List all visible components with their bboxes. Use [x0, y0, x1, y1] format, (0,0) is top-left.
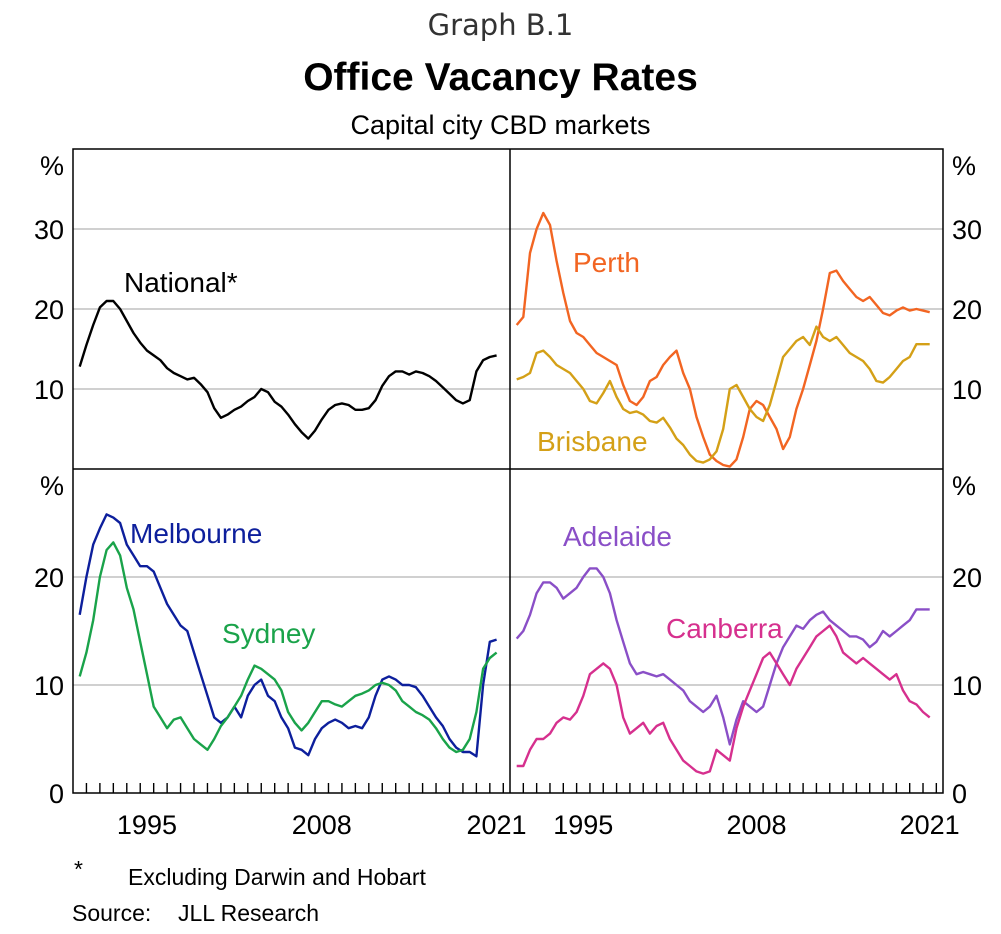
unit-label-bottom-left: % [40, 471, 64, 501]
series-line-melbourne [78, 513, 497, 758]
series-label-brisbane: Brisbane [537, 426, 648, 457]
x-tick-label-bottom-left-2008: 2008 [292, 810, 352, 840]
y-tick-label-top-right-20: 20 [952, 295, 982, 325]
x-tick-label-bottom-right-2008: 2008 [726, 810, 786, 840]
series-line-adelaide [515, 567, 930, 746]
series-label-national: National* [124, 267, 238, 298]
series-line-national [78, 299, 497, 440]
series-label-melbourne: Melbourne [130, 518, 262, 549]
unit-label-top-left: % [40, 151, 64, 181]
series-line-canberra [516, 624, 931, 775]
y-tick-label-bottom-right-20: 20 [952, 563, 982, 593]
footnote-mark: * [74, 856, 83, 882]
source-text: JLL Research [178, 900, 320, 926]
chart-title: Office Vacancy Rates [303, 56, 698, 99]
y-tick-label-top-right-10: 10 [952, 375, 982, 405]
y-tick-label-top-left-10: 10 [34, 375, 64, 405]
series-label-perth: Perth [573, 247, 640, 278]
y-tick-label-top-left-20: 20 [34, 295, 64, 325]
x-tick-label-bottom-right-1995: 1995 [553, 810, 613, 840]
x-tick-label-bottom-right-2021: 2021 [900, 810, 960, 840]
unit-label-top-right: % [952, 151, 976, 181]
y-tick-label-top-left-30: 30 [34, 215, 64, 245]
series-line-perth [515, 211, 930, 468]
source-label: Source: [72, 900, 152, 926]
x-tick-label-bottom-left-2021: 2021 [467, 810, 527, 840]
x-tick-label-bottom-left-1995: 1995 [117, 810, 177, 840]
graph-label: Graph B.1 [427, 8, 574, 42]
plot-frame [72, 148, 944, 794]
series-line-brisbane [516, 325, 930, 464]
series-label-adelaide: Adelaide [563, 521, 672, 552]
y-tick-label-top-right-30: 30 [952, 215, 982, 245]
y-tick-label-bottom-right-0: 0 [952, 779, 967, 809]
footnote-text: Excluding Darwin and Hobart [128, 864, 426, 890]
y-tick-label-bottom-left-10: 10 [34, 671, 64, 701]
series-line-sydney [78, 541, 498, 754]
y-tick-label-bottom-right-10: 10 [952, 671, 982, 701]
series-label-sydney: Sydney [222, 618, 315, 649]
series-label-canberra: Canberra [666, 613, 783, 644]
unit-label-bottom-right: % [952, 471, 976, 501]
chart-subtitle: Capital city CBD markets [350, 110, 651, 140]
y-tick-label-bottom-left-20: 20 [34, 563, 64, 593]
y-tick-label-bottom-left-0: 0 [49, 779, 64, 809]
